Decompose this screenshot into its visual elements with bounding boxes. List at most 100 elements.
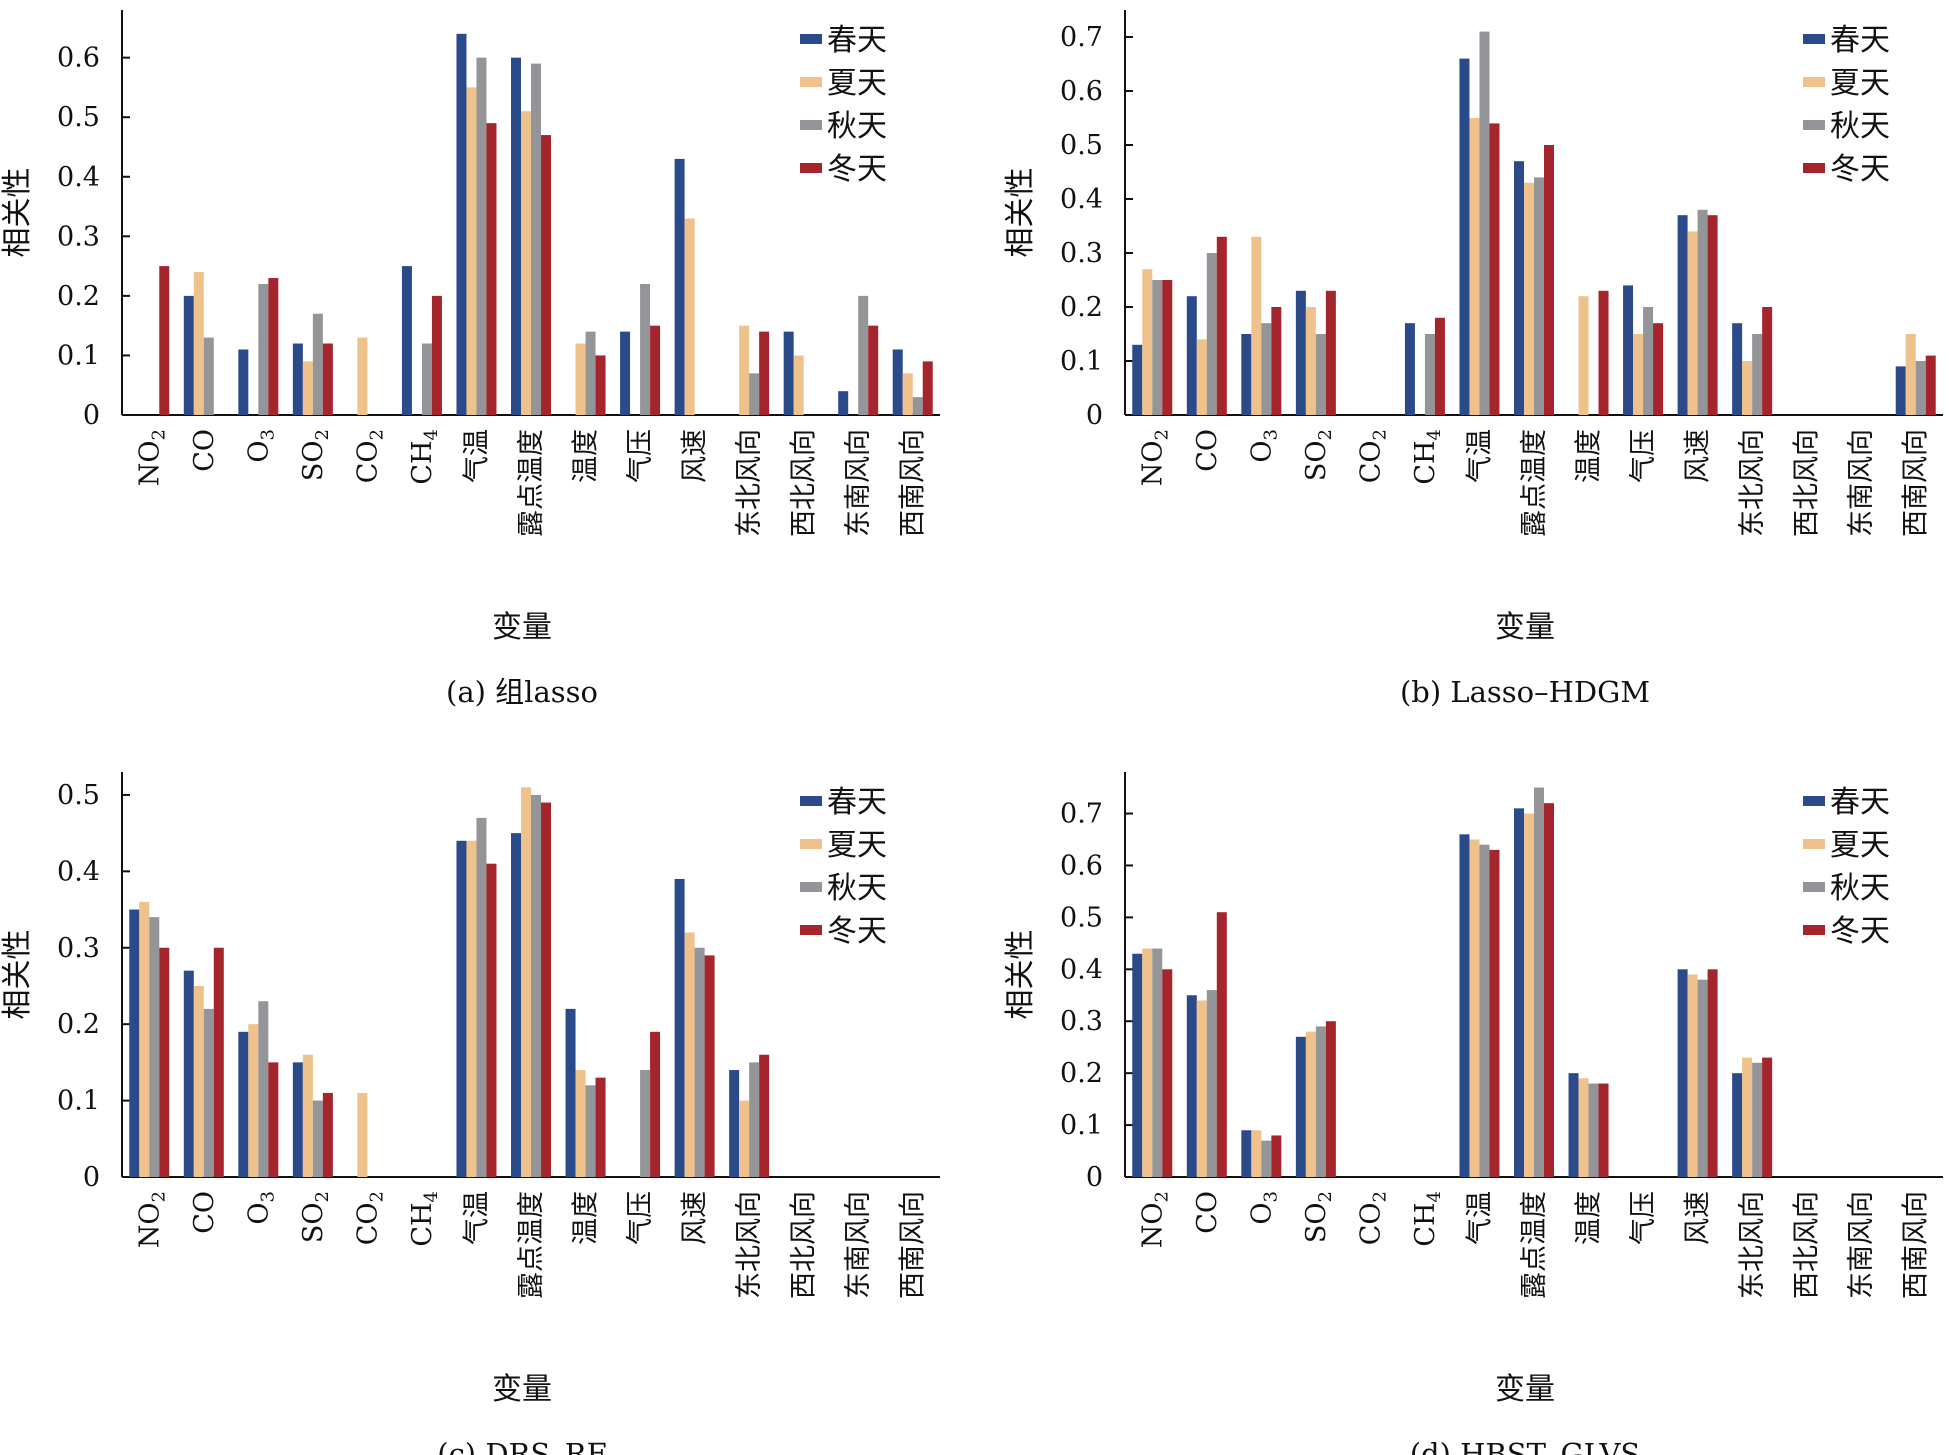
legend-label: 春天 — [827, 23, 887, 58]
panel-caption: (c) DRS–RF — [437, 1437, 607, 1455]
category-label: CO — [189, 1191, 220, 1234]
legend-label: 夏天 — [827, 66, 887, 101]
bar — [238, 1031, 249, 1177]
category-label: NO2 — [1137, 1191, 1172, 1248]
y-axis-title: 相关性 — [1003, 168, 1038, 258]
bar — [1325, 290, 1336, 415]
category-label: 露点温度 — [1519, 429, 1550, 537]
bar — [466, 840, 477, 1177]
category-name: 风速 — [680, 1191, 711, 1245]
category-name: CO — [352, 1202, 383, 1245]
category-label: 风速 — [1683, 429, 1714, 483]
bar — [868, 325, 879, 415]
bar — [1479, 31, 1490, 415]
category-name: 东北风向 — [734, 1191, 765, 1299]
bar — [694, 947, 705, 1177]
category-label: 气压 — [1628, 429, 1659, 483]
y-tick-label: 0.6 — [1060, 76, 1103, 107]
bar — [1216, 236, 1227, 415]
bar — [565, 1008, 576, 1177]
category-name: 温度 — [571, 1191, 602, 1245]
bar — [486, 863, 497, 1177]
category-name: NO — [1137, 440, 1168, 486]
category-name: CO — [1355, 440, 1386, 483]
legend-swatch — [800, 796, 822, 806]
bar — [213, 947, 224, 1177]
bar — [466, 87, 477, 416]
bar — [1196, 1000, 1207, 1177]
bar — [1524, 182, 1534, 415]
bar — [1598, 290, 1609, 415]
y-tick-label: 0.3 — [57, 221, 100, 252]
bar — [1895, 366, 1906, 415]
bar — [1544, 803, 1554, 1177]
bar — [912, 397, 923, 415]
bar — [1598, 1083, 1609, 1177]
category-label: CO — [1192, 1191, 1223, 1234]
y-tick-label: 0.4 — [1060, 184, 1103, 215]
y-axis-title: 相关性 — [1003, 930, 1038, 1020]
bar — [1186, 296, 1197, 415]
legend-label: 春天 — [1830, 785, 1890, 820]
category-label: 气压 — [625, 429, 656, 483]
bar — [1524, 813, 1534, 1177]
category-name: 气压 — [625, 1191, 656, 1245]
bar — [1251, 236, 1262, 415]
bar — [1241, 1130, 1252, 1177]
category-name: 西北风向 — [1792, 429, 1823, 537]
bar — [620, 331, 631, 415]
bar — [1404, 323, 1415, 415]
bar — [1534, 177, 1544, 415]
y-tick-label: 0.2 — [57, 1009, 100, 1040]
y-tick-label: 0 — [83, 400, 100, 431]
bar — [431, 295, 442, 415]
category-subscript: 4 — [421, 1191, 442, 1202]
bar — [674, 878, 685, 1177]
category-name: O — [1246, 1202, 1277, 1224]
bar — [1142, 269, 1153, 415]
category-name: 东北风向 — [1737, 429, 1768, 537]
category-name: NO — [1137, 1202, 1168, 1248]
category-label: 气压 — [625, 1191, 656, 1245]
bar — [1578, 296, 1589, 415]
category-label: 西南风向 — [1901, 1191, 1932, 1299]
bar — [1459, 834, 1470, 1177]
bar — [238, 349, 249, 415]
y-tick-label: 0 — [1086, 400, 1103, 431]
category-name: O — [1246, 440, 1277, 462]
bar — [541, 802, 551, 1177]
category-name: SO — [298, 440, 329, 481]
category-label: 风速 — [680, 1191, 711, 1245]
category-label: 温度 — [1574, 429, 1605, 483]
legend-label: 秋天 — [827, 871, 887, 906]
legend-swatch — [1803, 77, 1825, 87]
bar — [476, 57, 487, 415]
bar — [1489, 849, 1500, 1177]
category-label: SO2 — [298, 429, 333, 481]
bar — [1707, 215, 1718, 415]
bar — [640, 283, 651, 415]
bar — [1315, 334, 1326, 415]
bar — [312, 313, 323, 415]
category-label: 气压 — [1628, 1191, 1659, 1245]
bar — [456, 33, 467, 416]
y-tick-label: 0.5 — [1060, 130, 1103, 161]
bar — [1905, 334, 1916, 415]
category-name: CH — [407, 1202, 438, 1246]
x-axis-title: 变量 — [1495, 1372, 1555, 1407]
legend-swatch — [1803, 34, 1825, 44]
category-label: NO2 — [134, 429, 169, 486]
category-name: CO — [352, 440, 383, 483]
y-tick-label: 0 — [83, 1162, 100, 1193]
bar — [729, 1070, 740, 1177]
bar — [1762, 307, 1773, 415]
category-name: 气温 — [1464, 1191, 1495, 1245]
category-name: O — [243, 1202, 274, 1224]
legend-swatch — [1803, 925, 1825, 935]
bar — [322, 1092, 333, 1177]
category-name: CO — [1192, 429, 1223, 472]
bar — [684, 218, 695, 415]
category-name: 温度 — [1574, 429, 1605, 483]
bar — [1295, 290, 1306, 415]
